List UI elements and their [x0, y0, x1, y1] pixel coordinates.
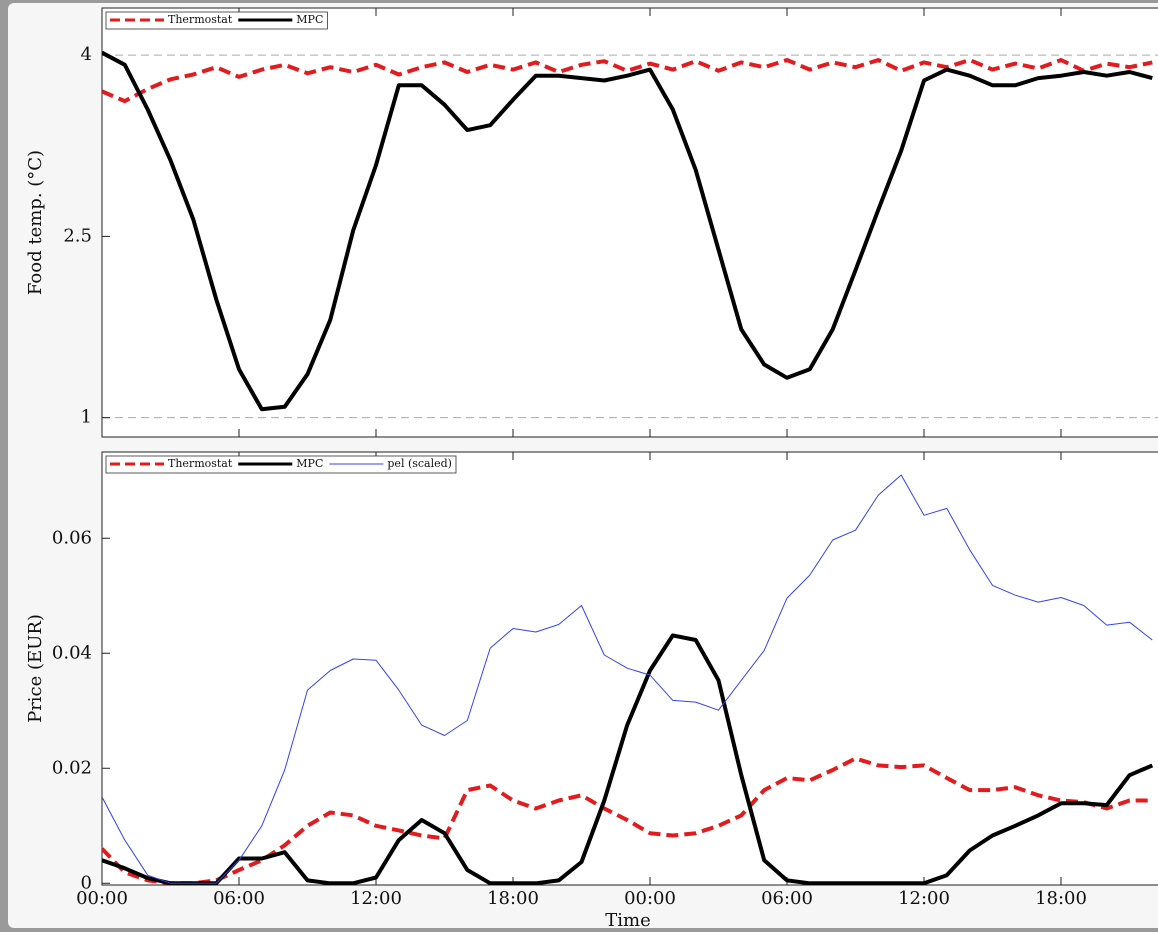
x-tick-label: 18:00: [1035, 888, 1087, 909]
y-tick-label: 0.02: [52, 757, 92, 778]
series-line: [102, 633, 1154, 885]
x-tick-label: 00:00: [624, 888, 676, 909]
legend: Thermostat MPC pel (scaled): [105, 455, 457, 474]
legend-label: MPC: [296, 457, 323, 470]
plot-area: [101, 7, 1158, 438]
plot-area: [101, 451, 1158, 886]
x-tick-label: 18:00: [487, 888, 539, 909]
y-axis-label: Price (EUR): [25, 614, 46, 723]
legend: Thermostat MPC: [105, 11, 328, 30]
legend-label: Thermostat: [168, 13, 233, 26]
y-tick-label: 0.04: [52, 642, 92, 663]
y-tick-label: 0.06: [52, 527, 92, 548]
series-line: [102, 50, 1153, 412]
y-tick-label: 1: [81, 407, 92, 428]
series-line: [102, 58, 1153, 104]
series-line: [102, 474, 1153, 884]
series-line: [102, 756, 1153, 885]
legend-box: [105, 11, 328, 30]
x-tick-label: 12:00: [350, 888, 402, 909]
x-tick-label: 06:00: [761, 888, 813, 909]
legend-label: MPC: [296, 13, 323, 26]
y-tick-label: 4: [81, 44, 92, 65]
y-axis-label: Food temp. (°C): [25, 150, 46, 295]
x-tick-label: 06:00: [213, 888, 265, 909]
legend-label: Thermostat: [168, 457, 233, 470]
x-axis-label: Time: [605, 910, 650, 931]
x-tick-label: 00:00: [76, 888, 128, 909]
y-tick-label: 2.5: [63, 225, 92, 246]
legend-label: pel (scaled): [387, 457, 452, 470]
y-tick-label: 0: [81, 872, 92, 893]
x-tick-label: 12:00: [898, 888, 950, 909]
